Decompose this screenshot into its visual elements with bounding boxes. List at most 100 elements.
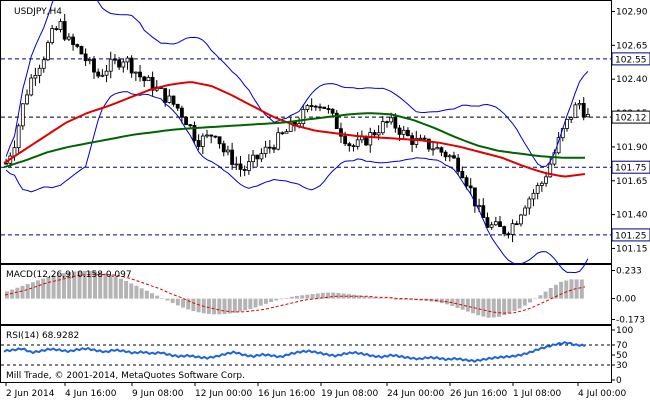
macd-bar: [362, 295, 367, 299]
candle-body: [456, 157, 461, 172]
macd-bar: [108, 274, 113, 299]
macd-bar: [118, 278, 123, 299]
macd-bar: [10, 289, 15, 299]
candle-body: [573, 104, 578, 119]
macd-bar: [460, 298, 465, 310]
candle-body: [351, 145, 356, 148]
candle-body: [514, 223, 519, 226]
macd-bar: [367, 296, 372, 299]
macd-bar: [46, 276, 51, 299]
candle-body: [577, 103, 582, 106]
macd-bar: [284, 298, 289, 299]
level-label: 102.12: [615, 114, 647, 124]
axis-labels: 102.90102.65102.40102.15101.90101.65101.…: [5, 7, 650, 399]
candle-body: [493, 221, 498, 226]
time-tick-label: 9 Jun 08:00: [132, 389, 184, 399]
level-label: 101.75: [615, 164, 647, 174]
candle-body: [192, 125, 197, 141]
macd-bar: [129, 283, 134, 299]
candle-body: [16, 125, 21, 149]
candle-body: [531, 192, 536, 200]
macd-bar: [82, 270, 87, 299]
candle-body: [305, 105, 310, 110]
candle-body: [330, 108, 335, 114]
candle-body: [62, 21, 67, 40]
level-label-box: [611, 52, 650, 66]
candle-body: [188, 124, 193, 127]
candle-body: [359, 136, 364, 141]
candle-body: [71, 36, 75, 45]
candle-body: [481, 205, 486, 218]
macd-bar: [41, 278, 46, 299]
time-tick-label: 12 Jun 00:00: [195, 389, 252, 399]
candle-body: [502, 226, 507, 235]
candle-body: [548, 163, 553, 178]
candle-body: [460, 170, 465, 179]
candle-body: [54, 28, 59, 30]
level-label-box: [611, 160, 650, 174]
candle-body: [447, 155, 452, 158]
candle-body: [519, 214, 523, 225]
candle-body: [569, 117, 574, 120]
candle-body: [205, 134, 209, 137]
candle-body: [259, 153, 264, 160]
macd-bar: [186, 298, 191, 310]
candle-body: [29, 77, 34, 96]
candle-body: [401, 129, 406, 135]
macd-bar: [471, 298, 476, 314]
macd-bar: [305, 294, 310, 299]
candle-body: [276, 132, 281, 150]
candle-body: [539, 182, 544, 186]
macd-bar: [67, 271, 72, 299]
rsi-panel: [1, 340, 611, 366]
candle-body: [121, 61, 126, 68]
candle-body: [163, 88, 168, 103]
level-label-box: [611, 110, 650, 124]
candle-body: [230, 149, 235, 165]
time-tick-label: 4 Jul 00:00: [578, 389, 627, 399]
bollinger-upper: [5, 0, 589, 168]
candle-body: [20, 103, 25, 127]
candle-body: [196, 140, 201, 147]
macd-bar: [351, 294, 356, 299]
price-tick-label: 102.65: [616, 41, 648, 51]
level-label-box: [611, 228, 650, 242]
price-tick-label: 101.15: [616, 244, 648, 254]
time-tick-label: 16 Jun 16:00: [258, 389, 315, 399]
macd-bar: [377, 297, 382, 299]
macd-bar: [56, 274, 61, 299]
candle-body: [234, 163, 239, 166]
macd-bar: [528, 298, 533, 303]
macd-bar: [393, 298, 398, 300]
macd-bar: [98, 272, 103, 299]
macd-bar: [388, 298, 393, 300]
candle-body: [66, 36, 71, 40]
candle-body: [92, 59, 96, 73]
candle-body: [385, 121, 389, 124]
macd-bar: [103, 273, 108, 299]
rsi-tick-label: 50: [616, 351, 628, 361]
candle-body: [75, 44, 80, 47]
time-tick-label: 2 Jun 2014: [6, 389, 55, 399]
candle-body: [489, 224, 494, 228]
macd-bar: [326, 292, 331, 299]
macd-bar: [222, 298, 227, 315]
candle-body: [133, 71, 138, 74]
macd-title: MACD(12,26,9) 0.158 0.097: [6, 270, 132, 280]
macd-bar: [196, 298, 201, 313]
macd-bar: [279, 298, 284, 300]
candle-body: [464, 177, 469, 187]
macd-bar: [144, 290, 149, 299]
candle-body: [113, 58, 117, 61]
copyright-text: Mill Trade, © 2001-2014, MetaQuotes Soft…: [6, 371, 245, 381]
macd-bar: [476, 298, 481, 316]
candle-body: [527, 198, 532, 209]
macd-bar: [238, 298, 243, 312]
time-tick-label: 19 Jun 08:00: [321, 389, 378, 399]
macd-bar: [181, 298, 186, 308]
candle-body: [171, 95, 176, 105]
candle-body: [37, 67, 42, 76]
candle-body: [397, 127, 402, 135]
level-label: 101.25: [615, 231, 647, 241]
